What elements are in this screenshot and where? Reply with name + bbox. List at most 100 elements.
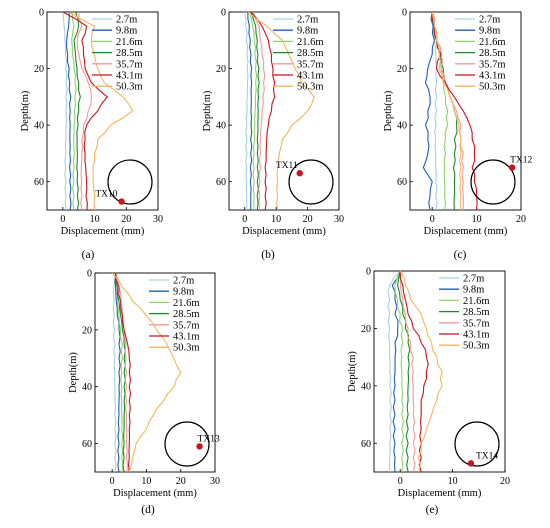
legend-label: 43.1m <box>297 71 324 82</box>
series-line-35.7m <box>431 12 464 210</box>
series-line-35.7m <box>76 12 92 210</box>
panel-label: (d) <box>141 504 155 516</box>
legend-label: 50.3m <box>116 82 143 93</box>
chart-panel-4: 0 10 20 30 0 20 40 60 Displacement (mm) Depth(m) 2… <box>68 269 220 517</box>
tunnel-circle <box>288 159 334 205</box>
y-axis-label: Depth(m) <box>347 351 358 392</box>
y-tick-label: 20 <box>82 325 92 336</box>
x-axis-label: Displacement (mm) <box>424 226 508 237</box>
series-line-2.7m <box>431 12 438 210</box>
x-tick-label: 20 <box>516 214 526 225</box>
inclinometer-marker <box>296 170 303 177</box>
chart-panel-2: 0 10 20 30 0 20 40 60 Displacement (mm) Depth(m) 2… <box>202 8 344 262</box>
legend-label: 35.7m <box>173 320 200 331</box>
legend-label: 43.1m <box>173 332 200 343</box>
series-line-50.3m <box>247 12 315 210</box>
series-group <box>62 12 134 210</box>
annotation-label: TX11 <box>276 161 298 171</box>
legend-label: 35.7m <box>116 59 143 70</box>
plot-frame <box>409 11 522 211</box>
panel-label: (b) <box>261 249 275 261</box>
series-line-9.8m <box>114 273 121 472</box>
legend-label: 9.8m <box>479 26 500 37</box>
series-line-28.5m <box>73 12 81 210</box>
series-line-28.5m <box>397 271 411 472</box>
legend-label: 2.7m <box>116 15 137 26</box>
y-axis-label: Depth(m) <box>20 90 31 131</box>
panel-label: (c) <box>454 249 467 261</box>
legend-label: 9.8m <box>173 287 194 298</box>
tunnel-circle <box>107 159 153 205</box>
tunnel-circle <box>454 421 500 467</box>
legend-label: 28.5m <box>463 307 490 318</box>
legend-label: 50.3m <box>297 82 324 93</box>
y-tick-label: 0 <box>402 8 407 19</box>
x-tick-label: 10 <box>472 214 482 225</box>
legend-label: 43.1m <box>463 330 490 341</box>
annotation-label: TX14 <box>476 451 498 461</box>
series-line-2.7m <box>62 12 68 210</box>
y-tick-label: 60 <box>216 177 226 188</box>
y-tick-label: 20 <box>361 324 371 335</box>
legend-label: 2.7m <box>297 15 318 26</box>
series-line-9.8m <box>422 12 435 210</box>
y-tick-label: 40 <box>34 121 44 132</box>
legend-label: 21.6m <box>463 296 490 307</box>
series-line-2.7m <box>387 271 401 472</box>
series-line-28.5m <box>250 12 260 210</box>
y-tick-label: 0 <box>39 8 44 19</box>
y-tick-label: 60 <box>397 177 407 188</box>
y-tick-label: 20 <box>216 64 226 75</box>
series-group <box>244 12 315 210</box>
series-line-9.8m <box>391 271 401 472</box>
annotation-label: TX13 <box>198 434 220 444</box>
x-tick-label: 20 <box>303 214 313 225</box>
inclinometer-marker <box>196 443 203 450</box>
legend-label: 43.1m <box>116 71 143 82</box>
legend-label: 35.7m <box>463 318 490 329</box>
legend-label: 21.6m <box>173 298 200 309</box>
x-tick-label: 10 <box>90 214 100 225</box>
chart-panel-3: 0 10 20 0 20 40 60 Displacement (mm) Depth(m) 2.7… <box>383 8 533 262</box>
y-tick-label: 40 <box>397 121 407 132</box>
series-line-35.7m <box>399 271 416 472</box>
legend-label: 28.5m <box>116 48 143 59</box>
legend-label: 9.8m <box>463 285 484 296</box>
series-line-50.3m <box>399 271 443 472</box>
annotation-label: TX10 <box>95 190 117 200</box>
plot-frame <box>94 272 216 473</box>
tunnel-circle <box>470 159 516 205</box>
legend-label: 2.7m <box>463 274 484 285</box>
plot-frame <box>228 11 340 211</box>
series-line-21.6m <box>71 12 77 210</box>
series-line-43.1m <box>62 12 109 210</box>
inclinometer-marker <box>467 460 475 467</box>
x-tick-label: 20 <box>176 476 186 487</box>
legend-label: 21.6m <box>297 37 324 48</box>
series-line-35.7m <box>252 12 266 210</box>
legend-label: 28.5m <box>173 309 200 320</box>
inclinometer-marker <box>508 164 516 171</box>
x-tick-label: 20 <box>121 214 131 225</box>
chart-panel-5: 0 10 20 0 20 40 60 Displacement (mm) Depth(m) 2.7… <box>347 267 510 517</box>
series-line-21.6m <box>115 273 124 472</box>
x-tick-label: 30 <box>210 476 220 487</box>
legend-label: 21.6m <box>116 37 143 48</box>
legend-label: 35.7m <box>479 59 506 70</box>
x-tick-label: 10 <box>271 214 281 225</box>
series-line-50.3m <box>431 12 462 210</box>
x-tick-label: 10 <box>141 476 151 487</box>
y-tick-label: 60 <box>361 439 371 450</box>
legend-label: 9.8m <box>297 26 318 37</box>
x-axis-label: Displacement (mm) <box>398 488 482 499</box>
x-tick-label: 0 <box>398 476 403 487</box>
series-line-21.6m <box>248 12 258 210</box>
series-line-43.1m <box>250 12 276 210</box>
x-tick-label: 30 <box>153 214 163 225</box>
x-axis-label: Displacement (mm) <box>242 226 326 237</box>
legend-label: 9.8m <box>116 26 137 37</box>
y-tick-label: 60 <box>34 177 44 188</box>
y-tick-label: 40 <box>216 121 226 132</box>
series-group <box>387 271 443 472</box>
